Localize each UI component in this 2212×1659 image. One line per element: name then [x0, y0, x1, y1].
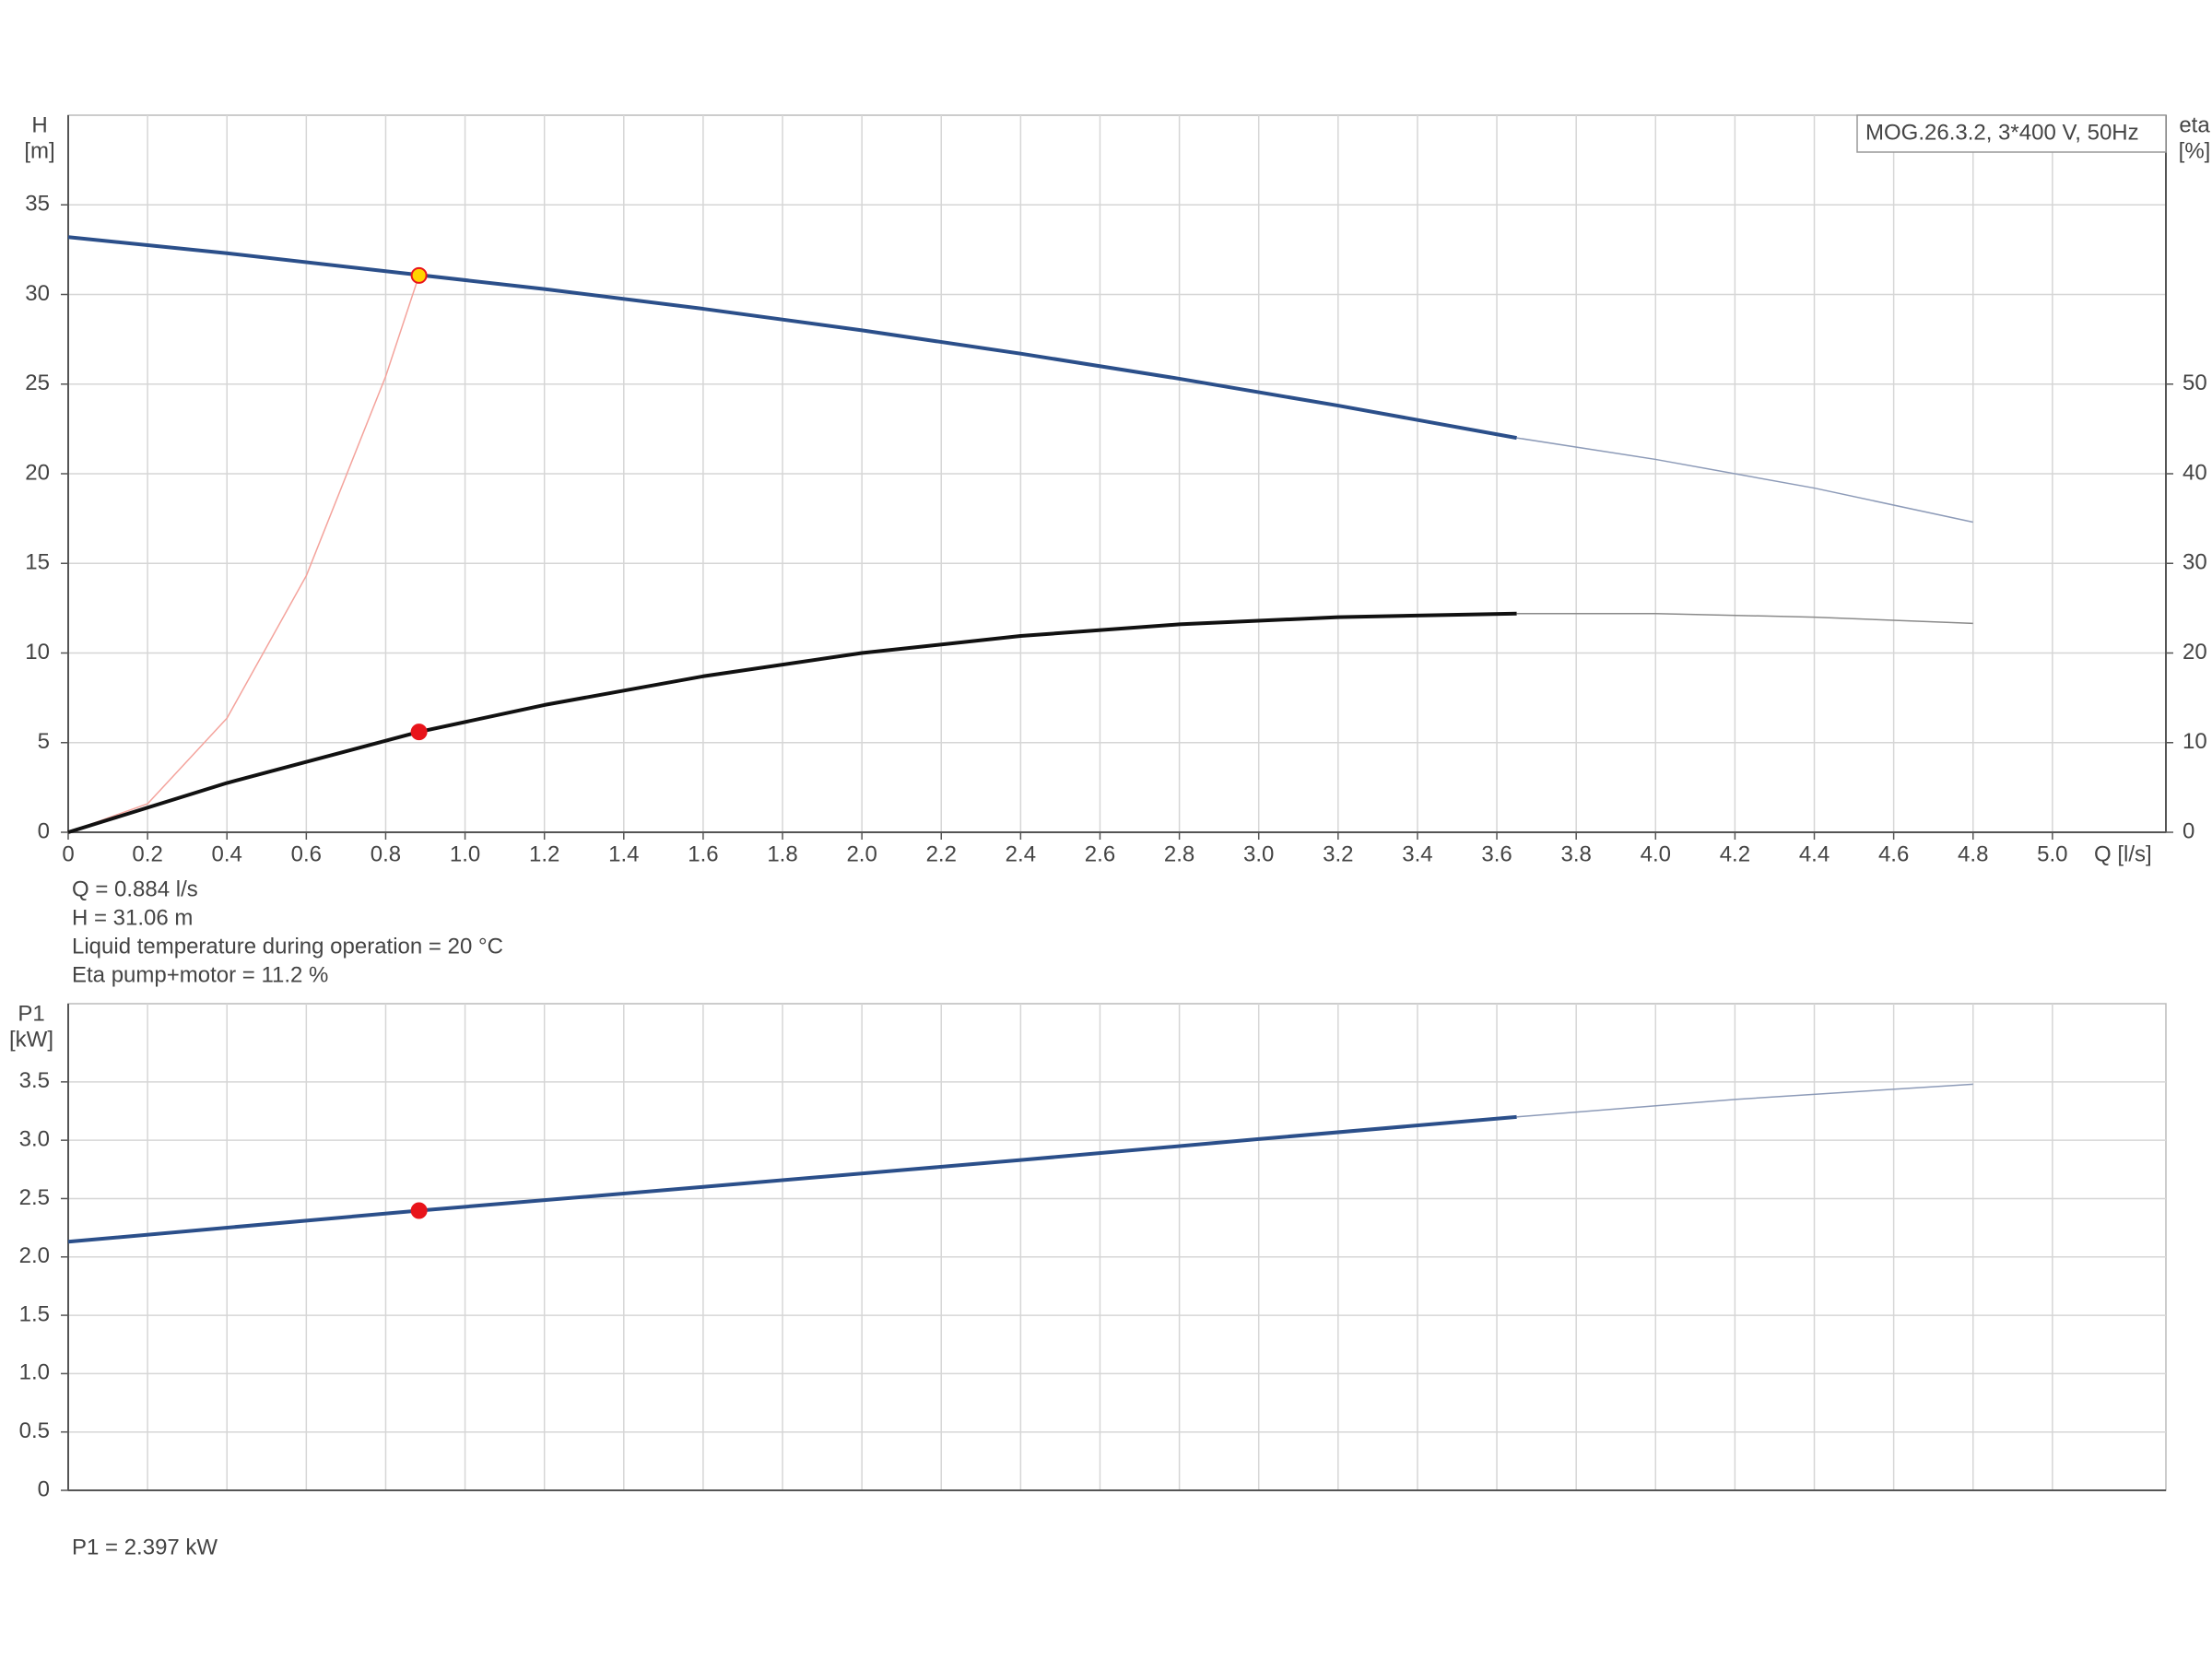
y-tick-label: 2.5 — [19, 1185, 50, 1210]
y2-tick-label: 40 — [2183, 460, 2207, 485]
plot-frame — [67, 1003, 2167, 1491]
x-tick-label: 1.2 — [529, 841, 559, 866]
y-tick-label: 0 — [38, 1477, 50, 1501]
info-text: Liquid temperature during operation = 20… — [72, 934, 503, 959]
x-tick-label: 2.6 — [1085, 841, 1115, 866]
x-tick-label: 3.4 — [1402, 841, 1432, 866]
curve — [67, 611, 1517, 834]
y2-tick-label: 30 — [2183, 550, 2207, 575]
x-tick-label: 2.0 — [846, 841, 877, 866]
curve — [67, 275, 420, 833]
label-box-text: MOG.26.3.2, 3*400 V, 50Hz — [1865, 120, 2139, 145]
y2-tick-label: 0 — [2183, 818, 2194, 843]
y-axis-label: P1 — [18, 1001, 44, 1026]
y-tick-label: 3.0 — [19, 1126, 50, 1151]
x-tick-label: 3.8 — [1560, 841, 1591, 866]
y-tick-label: 10 — [25, 640, 50, 665]
operating-point — [410, 266, 428, 284]
y-tick-label: 30 — [25, 281, 50, 306]
x-tick-label: 4.6 — [1878, 841, 1909, 866]
x-tick-label: 2.4 — [1006, 841, 1036, 866]
y-tick-label: 25 — [25, 371, 50, 395]
y-tick-label: 0 — [38, 818, 50, 843]
x-tick-label: 1.8 — [767, 841, 797, 866]
y-axis-label: H — [31, 112, 47, 137]
curve — [1516, 612, 1973, 625]
label-box — [1856, 114, 2167, 153]
x-tick-label: 4.2 — [1720, 841, 1750, 866]
y-tick-label: 15 — [25, 550, 50, 575]
x-tick-label: 1.6 — [688, 841, 718, 866]
x-tick-label: 2.8 — [1164, 841, 1194, 866]
curve — [1516, 1083, 1973, 1118]
x-tick-label: 0.2 — [132, 841, 162, 866]
y-tick-label: 1.0 — [19, 1360, 50, 1385]
curve — [67, 1114, 1517, 1244]
x-tick-label: 4.4 — [1799, 841, 1830, 866]
x-tick-label: 5.0 — [2037, 841, 2067, 866]
info-text: P1 = 2.397 kW — [72, 1535, 218, 1559]
y-axis-unit: [kW] — [9, 1027, 53, 1052]
x-tick-label: 2.2 — [926, 841, 957, 866]
x-tick-label: 4.8 — [1958, 841, 1988, 866]
x-tick-label: 4.0 — [1641, 841, 1671, 866]
y-tick-label: 3.5 — [19, 1068, 50, 1093]
x-axis-label: Q [l/s] — [2094, 841, 2152, 866]
x-tick-label: 0.4 — [212, 841, 242, 866]
y2-axis-label: eta — [2179, 112, 2210, 137]
curve — [1516, 437, 1973, 524]
x-tick-label: 0 — [62, 841, 74, 866]
x-tick-label: 0.8 — [371, 841, 401, 866]
y2-axis-unit: [%] — [2179, 138, 2211, 163]
info-text: H = 31.06 m — [72, 905, 193, 930]
x-tick-label: 3.0 — [1243, 841, 1274, 866]
x-tick-label: 3.6 — [1481, 841, 1512, 866]
x-tick-label: 1.4 — [608, 841, 639, 866]
x-tick-label: 1.0 — [450, 841, 480, 866]
x-tick-label: 0.6 — [291, 841, 322, 866]
curve — [67, 235, 1517, 441]
y-tick-label: 2.0 — [19, 1243, 50, 1268]
info-text: Q = 0.884 l/s — [72, 877, 198, 901]
operating-point — [410, 1202, 428, 1219]
y2-tick-label: 50 — [2183, 371, 2207, 395]
info-text: Eta pump+motor = 11.2 % — [72, 962, 328, 987]
x-tick-label: 3.2 — [1323, 841, 1353, 866]
y2-tick-label: 10 — [2183, 729, 2207, 754]
y2-tick-label: 20 — [2183, 640, 2207, 665]
y-tick-label: 0.5 — [19, 1418, 50, 1443]
y-tick-label: 35 — [25, 192, 50, 217]
y-tick-label: 1.5 — [19, 1301, 50, 1326]
y-tick-label: 5 — [38, 729, 50, 754]
y-tick-label: 20 — [25, 460, 50, 485]
operating-point — [410, 724, 428, 741]
y-axis-unit: [m] — [24, 138, 54, 163]
